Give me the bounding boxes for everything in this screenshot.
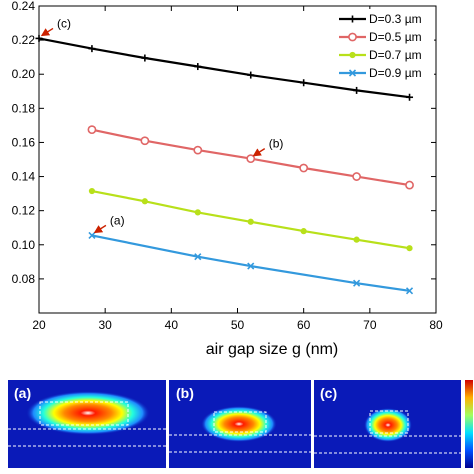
series-3-point-1 [194, 253, 202, 261]
field-panel-c-hotspot [364, 408, 412, 442]
x-axis: 20 30 40 50 60 70 80 [32, 6, 443, 332]
field-panel-b-hotspot [201, 406, 277, 442]
legend-marker-0 [349, 15, 356, 23]
annotation-arrow-2 [93, 224, 107, 234]
series-0-point-6 [353, 86, 361, 94]
y-tick-label-5: 0.18 [12, 101, 36, 115]
field-panel-a-hotspot [26, 391, 150, 435]
series-1-point-3 [246, 154, 256, 164]
legend: D=0.3 µm D=0.5 µm D=0.7 µm D=0.9 µm [336, 9, 434, 85]
x-tick-label-0: 20 [32, 318, 46, 332]
x-axis-label: air gap size g (nm) [206, 341, 339, 358]
field-panel-c: (c) [314, 380, 461, 468]
x-tick-label-6: 80 [429, 318, 443, 332]
annotation-label-2: (a) [110, 213, 125, 227]
series-2-point-6 [406, 245, 413, 252]
series-3-point-4 [405, 287, 414, 295]
series-0-point-2 [141, 54, 149, 62]
x-tick-label-2: 40 [165, 318, 179, 332]
y-axis: 0.08 0.10 0.12 0.14 0.16 0.18 0.20 0.22 0.24 [12, 0, 436, 286]
y-tick-label-7: 0.22 [12, 33, 36, 47]
y-tick-label-4: 0.16 [12, 135, 36, 149]
y-tick-label-0: 0.08 [12, 272, 36, 286]
legend-marker-3 [348, 69, 357, 77]
y-tick-label-6: 0.20 [12, 67, 36, 81]
series-2-point-1 [141, 198, 148, 205]
series-3-point-3 [353, 279, 361, 287]
legend-marker-1 [348, 32, 357, 42]
series-0-line [38, 37, 410, 99]
series-2-point-2 [194, 209, 201, 216]
series-1-point-4 [299, 163, 309, 173]
colorbar [465, 380, 473, 468]
annotation-label-1: (b) [269, 137, 284, 151]
field-panel-a-waveguide-outline [39, 401, 129, 426]
field-panel-b: (b) [169, 380, 311, 468]
series-0-point-0 [35, 34, 43, 42]
series-0-point-1 [88, 45, 96, 53]
x-tick-label-4: 60 [297, 318, 311, 332]
x-tick-label-3: 50 [231, 318, 245, 332]
field-panel-a: (a) [8, 380, 166, 468]
series-1-point-2 [193, 145, 203, 155]
legend-label-0: D=0.3 µm [369, 12, 422, 26]
annotation-arrow-1 [252, 148, 266, 157]
series-0-point-3 [194, 63, 202, 71]
series-0-point-4 [247, 71, 255, 79]
series-2-point-5 [353, 236, 360, 243]
series-0-point-7 [406, 93, 414, 101]
legend-label-2: D=0.7 µm [369, 48, 422, 62]
annotation-layer: (c) (b) (a) [40, 16, 284, 234]
legend-label-3: D=0.9 µm [369, 66, 422, 80]
series-3-point-2 [247, 262, 255, 270]
series-layer [35, 34, 414, 295]
series-1-point-0 [87, 125, 97, 135]
series-1-point-5 [352, 172, 361, 181]
y-tick-label-8: 0.24 [12, 0, 36, 13]
y-tick-label-2: 0.12 [12, 204, 36, 218]
legend-marker-2 [349, 51, 356, 59]
annotation-label-0: (c) [57, 16, 71, 30]
series-3-point-0 [88, 231, 96, 239]
annotation-arrow-0 [40, 27, 54, 37]
legend-label-1: D=0.5 µm [369, 30, 422, 44]
series-2-point-4 [300, 228, 307, 235]
series-0-point-5 [300, 79, 308, 87]
series-1-point-1 [140, 136, 150, 146]
series-2-point-3 [247, 218, 254, 225]
y-tick-label-3: 0.14 [12, 170, 36, 184]
y-tick-label-1: 0.10 [12, 238, 36, 252]
series-1-point-6 [405, 180, 414, 190]
field-panel-b-label: (b) [176, 385, 194, 401]
series-2-point-0 [88, 187, 96, 195]
field-panel-b-waveguide-outline [213, 411, 267, 433]
x-tick-label-1: 30 [98, 318, 112, 332]
x-tick-label-5: 70 [363, 318, 377, 332]
field-panel-c-label: (c) [320, 385, 337, 401]
field-panel-a-label: (a) [14, 385, 31, 401]
